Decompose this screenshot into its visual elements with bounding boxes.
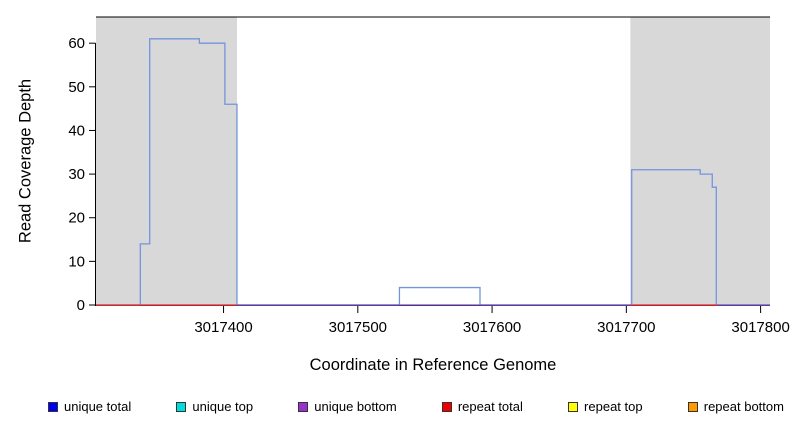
legend-label: unique top [192,399,254,414]
legend-item-unique-bottom: unique bottom [298,399,397,414]
y-tick-label: 0 [77,297,85,314]
shaded-repeat-region [630,17,770,305]
legend-item-unique-top: unique top [176,399,253,414]
coverage-plot-svg: 0 10 20 30 40 50 60 3017400 3017500 3017600 301770… [68,16,790,336]
legend-label: repeat top [584,399,643,414]
y-tick-label: 20 [68,210,85,227]
legend-swatch-icon [687,401,698,412]
x-tick-label: 3017600 [463,319,521,336]
y-tick-label: 30 [68,166,85,183]
shaded-repeat-region [96,17,237,305]
legend-swatch-icon [48,401,58,412]
y-tick-label: 50 [68,79,85,96]
series-line-unique-total [96,38,770,306]
x-axis-title: Coordinate in Reference Genome [309,356,557,374]
legend-swatch-icon [568,401,579,412]
y-tick-label: 60 [68,35,85,52]
legend-item-repeat-bottom: repeat bottom [687,399,784,414]
legend-label: unique total [64,399,132,414]
x-tick-label: 3017700 [597,319,655,336]
legend-swatch-icon [298,401,309,412]
legend-item-repeat-top: repeat top [568,399,643,414]
legend: unique total unique top unique bottom repea… [48,399,784,414]
legend-label: repeat bottom [703,399,784,414]
legend-swatch-icon [441,401,452,412]
y-axis-title: Read Coverage Depth [16,78,35,244]
legend-swatch-icon [176,401,187,412]
x-tick-label: 3017400 [194,319,252,336]
y-tick-label: 40 [68,122,85,139]
legend-label: repeat total [457,399,523,414]
legend-item-repeat-total: repeat total [441,399,523,414]
x-tick-label: 3017500 [329,319,387,336]
x-tick-label: 3017800 [731,319,789,336]
y-tick-label: 10 [68,253,85,270]
legend-item-unique-total: unique total [48,399,131,414]
legend-label: unique bottom [314,399,397,414]
